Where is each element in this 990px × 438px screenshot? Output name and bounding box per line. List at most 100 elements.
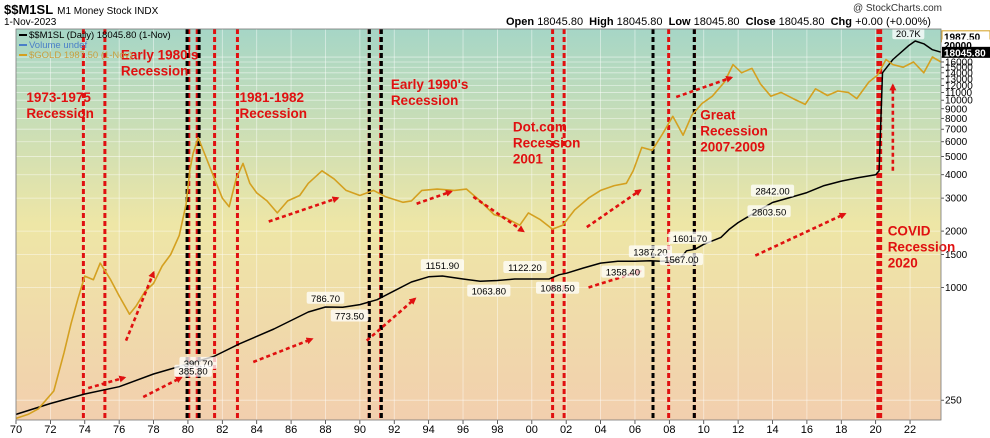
- value-label: 786.70: [306, 291, 345, 305]
- value-label-text: 1063.80: [472, 287, 506, 298]
- price-box-bg: [942, 39, 990, 51]
- low-label: Low: [668, 16, 691, 28]
- value-label-bg: [601, 265, 645, 278]
- annotation-line: Early 1980's: [121, 47, 199, 62]
- y-tick-label: 3000: [945, 194, 968, 205]
- annotation-line: Recession: [121, 63, 189, 78]
- value-label-bg: [535, 281, 580, 294]
- y-tick-label: 15000: [945, 63, 973, 74]
- x-tick-label: 18: [835, 424, 847, 436]
- value-label-text: 1567.00: [664, 255, 698, 266]
- y-tick-label: 1500: [945, 250, 968, 261]
- trend-arrow: [87, 375, 127, 390]
- annotation-line: Recession: [888, 239, 956, 254]
- value-label: 1088.50: [535, 281, 580, 295]
- x-tick-label: 86: [285, 424, 297, 436]
- x-tick-label: 06: [629, 424, 641, 436]
- high-value: 18045.80: [616, 16, 663, 28]
- value-label-bg: [503, 261, 547, 274]
- value-label-bg: [330, 309, 369, 322]
- trend-arrow: [472, 195, 525, 233]
- symbol-description: M1 Money Stock INDX: [57, 6, 159, 17]
- recession-annotation: 1981-1982 Recession: [240, 90, 308, 121]
- annotation-line: Recession: [26, 106, 94, 121]
- trend-arrow: [142, 376, 183, 399]
- trend-arrow: [754, 212, 847, 257]
- value-label: 1122.20: [503, 261, 547, 274]
- value-label: 2803.50: [747, 205, 791, 218]
- symbol-text: $$M1SL: [4, 2, 54, 17]
- y-tick-label: 1000: [945, 283, 968, 294]
- trend-arrow: [365, 297, 417, 342]
- legend-entry: $GOLD 1987.50 (1-Nov): [29, 50, 133, 61]
- chg-value: +0.00 (+0.00%): [855, 16, 931, 28]
- value-label-text: 20.7K: [896, 29, 921, 40]
- y-tick-label: 11000: [945, 88, 973, 99]
- price-box: 20000: [942, 39, 990, 52]
- m1-line: [15, 40, 942, 416]
- recession-annotation: 1973-1975 Recession: [26, 90, 94, 121]
- y-tick-label: 16000: [945, 57, 973, 68]
- y-tick-label: 13000: [945, 74, 973, 85]
- plot-background: [16, 29, 941, 420]
- y-tick-label: 5000: [945, 152, 968, 163]
- trend-arrow: [268, 196, 340, 223]
- recession-annotation: Great Recession 2007-2009: [700, 107, 768, 154]
- y-tick-label: 8000: [945, 114, 968, 125]
- x-tick-label: 02: [560, 424, 572, 436]
- value-label-bg: [668, 231, 712, 244]
- x-tick-label: 70: [10, 424, 22, 436]
- annotation-line: Great: [700, 107, 736, 122]
- open-value: 18045.80: [537, 16, 584, 28]
- trend-arrow: [586, 189, 642, 229]
- value-label-bg: [306, 291, 345, 304]
- annotation-line: Dot.com: [513, 120, 567, 135]
- x-tick-label: 16: [801, 424, 813, 436]
- chg-label: Chg: [830, 16, 852, 28]
- x-tick-label: 92: [388, 424, 400, 436]
- x-tick-label: 00: [526, 424, 538, 436]
- value-label-text: 385.80: [179, 367, 208, 378]
- y-tick-label: 4000: [945, 170, 968, 181]
- recession-annotation: Dot.com Recession 2001: [513, 120, 581, 167]
- value-label-text: 2842.00: [755, 187, 789, 198]
- annotation-line: 2007-2009: [700, 139, 765, 154]
- value-label: 385.80: [174, 364, 212, 378]
- value-label-bg: [467, 284, 511, 297]
- value-label-bg: [174, 364, 212, 377]
- annotation-line: 1981-1982: [240, 90, 305, 105]
- x-tick-label: 76: [113, 424, 125, 436]
- close-value: 18045.80: [778, 16, 825, 28]
- y-tick-label: 14000: [945, 68, 973, 79]
- x-tick-label: 20: [870, 424, 882, 436]
- x-tick-label: 88: [319, 424, 331, 436]
- value-label-text: 390.70: [184, 359, 213, 370]
- annotation-line: COVID: [888, 223, 931, 238]
- annotation-line: 1973-1975: [26, 90, 91, 105]
- annotation-line: 2001: [513, 152, 544, 167]
- x-tick-label: 94: [423, 424, 435, 436]
- close-label: Close: [745, 16, 776, 28]
- y-tick-label: 6000: [945, 137, 968, 148]
- value-label: 1567.00: [659, 253, 703, 266]
- value-label: 1063.80: [467, 284, 511, 298]
- x-tick-label: 98: [491, 424, 503, 436]
- x-tick-label: 14: [766, 424, 778, 436]
- value-label: 2842.00: [750, 184, 795, 198]
- y-tick-label: 7000: [945, 125, 968, 136]
- price-box-bg: [942, 46, 990, 58]
- x-tick-label: 10: [698, 424, 710, 436]
- price-box-text: 18045.80: [944, 48, 986, 59]
- x-tick-label: 08: [663, 424, 675, 436]
- trend-arrow: [124, 270, 155, 342]
- value-label-text: 1151.90: [426, 261, 460, 272]
- annotation-line: Recession: [513, 136, 581, 151]
- annotation-line: Recession: [240, 106, 308, 121]
- legend-entry: Volume undef: [29, 40, 87, 51]
- value-label-bg: [747, 205, 791, 218]
- x-tick-label: 96: [457, 424, 469, 436]
- plot-border: [15, 28, 942, 421]
- recession-annotation: Early 1990's Recession: [391, 77, 469, 108]
- x-tick-label: 74: [79, 424, 91, 436]
